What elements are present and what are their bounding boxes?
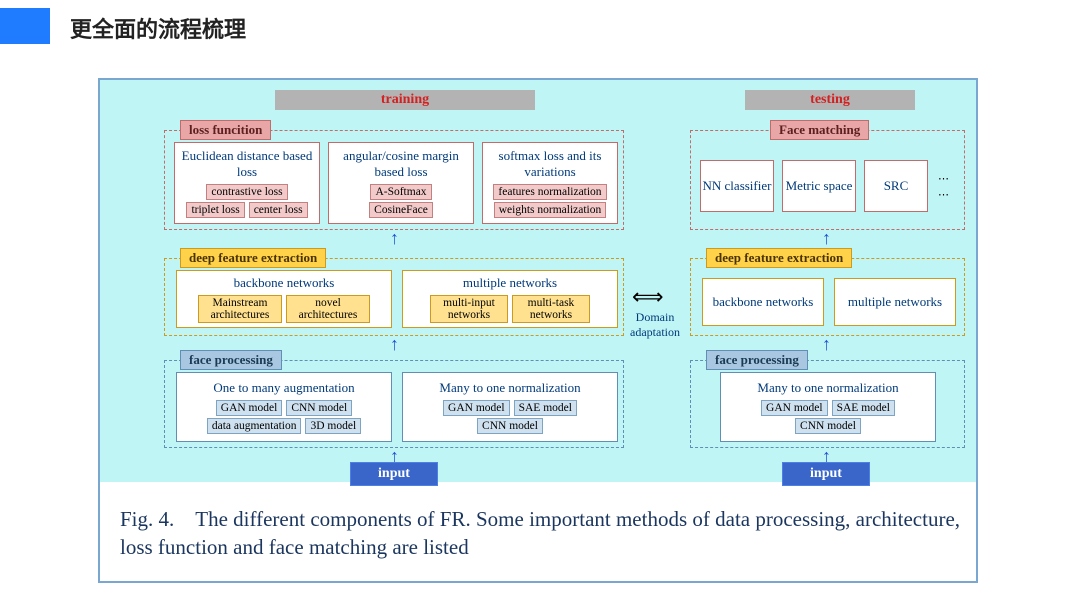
ellipsis-icon: ⋯: [938, 172, 949, 185]
proc-tag: GAN model: [761, 400, 828, 416]
proc-tag: data augmentation: [207, 418, 302, 434]
proc-box-many2one: Many to one normalization GAN model SAE …: [402, 372, 618, 442]
feature-box-title: backbone networks: [177, 275, 391, 291]
loss-tag: features normalization: [493, 184, 606, 200]
proc-box-many2one-testing: Many to one normalization GAN model SAE …: [720, 372, 936, 442]
proc-box-title: Many to one normalization: [403, 380, 617, 396]
proc-tag: CNN model: [795, 418, 861, 434]
feature-tag: multi-input networks: [430, 295, 508, 323]
arrow-icon: ↑: [390, 228, 399, 249]
arrow-icon: ↑: [822, 334, 831, 355]
loss-box-title: softmax loss and its variations: [483, 148, 617, 180]
feature-box-backbone-testing: backbone networks: [702, 278, 824, 326]
proc-tag: CNN model: [286, 400, 352, 416]
matching-box-title: SRC: [865, 178, 927, 194]
feature-tag: novel architectures: [286, 295, 370, 323]
accent-tab: [0, 8, 50, 44]
arrow-icon: ↑: [390, 334, 399, 355]
loss-tag: contrastive loss: [206, 184, 287, 200]
testing-bar: testing: [745, 90, 915, 110]
processing-label: face processing: [180, 350, 282, 370]
feature-tag: multi-task networks: [512, 295, 590, 323]
matching-box-src: SRC: [864, 160, 928, 212]
ellipsis-icon: ⋯: [938, 188, 949, 201]
proc-box-one2many: One to many augmentation GAN model CNN m…: [176, 372, 392, 442]
proc-tag: GAN model: [443, 400, 510, 416]
loss-tag: center loss: [249, 202, 308, 218]
matching-box-title: NN classifier: [701, 178, 773, 194]
input-label-testing: input: [782, 462, 870, 486]
proc-tag: SAE model: [832, 400, 895, 416]
proc-box-title: One to many augmentation: [177, 380, 391, 396]
input-label-training: input: [350, 462, 438, 486]
feature-box-multiple: multiple networks multi-input networks m…: [402, 270, 618, 328]
proc-box-title: Many to one normalization: [721, 380, 935, 396]
domain-arrow-icon: ⟺: [632, 284, 664, 310]
arrow-icon: ↑: [822, 228, 831, 249]
proc-tag: GAN model: [216, 400, 283, 416]
training-bar: training: [275, 90, 535, 110]
figure-caption: Fig. 4. The different components of FR. …: [120, 505, 960, 561]
feature-box-multiple-testing: multiple networks: [834, 278, 956, 326]
loss-tag: weights normalization: [494, 202, 607, 218]
matching-box-nn: NN classifier: [700, 160, 774, 212]
slide-title: 更全面的流程梳理: [70, 12, 246, 44]
proc-tag: 3D model: [305, 418, 361, 434]
matching-box-metric: Metric space: [782, 160, 856, 212]
loss-tag: A-Softmax: [370, 184, 431, 200]
feature-tag: Mainstream architectures: [198, 295, 282, 323]
proc-tag: CNN model: [477, 418, 543, 434]
feature-box-title: multiple networks: [403, 275, 617, 291]
loss-box-title: Euclidean distance based loss: [175, 148, 319, 180]
feature-label: deep feature extraction: [180, 248, 326, 268]
loss-box-angular: angular/cosine margin based loss A-Softm…: [328, 142, 474, 224]
feature-label-testing: deep feature extraction: [706, 248, 852, 268]
loss-tag: CosineFace: [369, 202, 433, 218]
loss-box-euclidean: Euclidean distance based loss contrastiv…: [174, 142, 320, 224]
domain-adaptation-label: Domain adaptation: [622, 310, 688, 340]
proc-tag: SAE model: [514, 400, 577, 416]
matching-label: Face matching: [770, 120, 869, 140]
loss-box-title: angular/cosine margin based loss: [329, 148, 473, 180]
feature-box-backbone: backbone networks Mainstream architectur…: [176, 270, 392, 328]
loss-tag: triplet loss: [186, 202, 244, 218]
feature-box-title: backbone networks: [703, 294, 823, 310]
loss-label: loss funcition: [180, 120, 271, 140]
processing-label-testing: face processing: [706, 350, 808, 370]
loss-box-softmax: softmax loss and its variations features…: [482, 142, 618, 224]
feature-box-title: multiple networks: [835, 294, 955, 310]
matching-box-title: Metric space: [783, 178, 855, 194]
